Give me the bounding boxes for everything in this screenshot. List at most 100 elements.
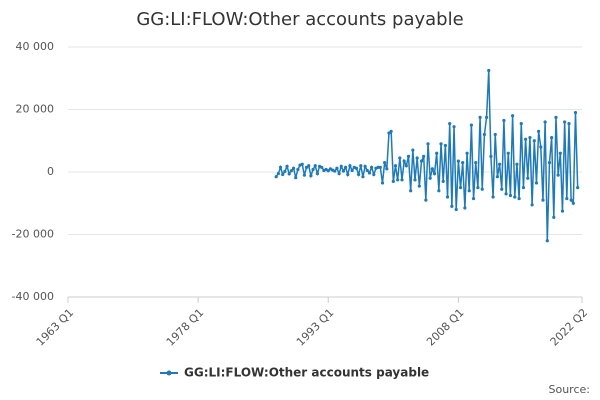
point	[274, 175, 278, 179]
point	[489, 154, 493, 158]
point	[357, 172, 361, 177]
point	[287, 172, 291, 176]
point	[534, 181, 539, 185]
point	[417, 184, 421, 188]
point	[528, 136, 532, 140]
x-tick-label: 1963 Q1	[34, 306, 77, 349]
point	[389, 129, 393, 133]
point	[396, 178, 400, 182]
point	[359, 164, 363, 168]
point	[411, 148, 415, 152]
legend-marker	[166, 370, 172, 376]
source: Source:	[549, 383, 591, 396]
point	[339, 164, 343, 168]
point	[573, 111, 578, 115]
point	[365, 168, 369, 173]
point	[430, 167, 434, 171]
point	[476, 186, 480, 190]
point	[565, 196, 569, 201]
point	[372, 172, 376, 177]
point	[452, 125, 456, 129]
point	[432, 171, 437, 176]
point	[400, 178, 404, 182]
point	[370, 165, 374, 169]
point	[437, 189, 441, 193]
point	[404, 164, 408, 168]
point	[335, 166, 339, 170]
point	[448, 121, 452, 126]
chart-title: GG:LI:FLOW:Other accounts payable	[136, 9, 463, 30]
point	[439, 142, 443, 146]
point	[326, 169, 330, 173]
point	[378, 165, 382, 169]
point	[519, 121, 523, 126]
point	[402, 159, 406, 163]
point	[296, 167, 300, 172]
point	[539, 145, 543, 149]
point	[567, 121, 571, 126]
y-tick-label: 0	[47, 165, 54, 178]
point	[398, 156, 402, 160]
point	[493, 132, 497, 137]
point	[419, 159, 424, 163]
point	[524, 137, 528, 141]
point	[510, 114, 515, 118]
point	[461, 161, 465, 165]
point	[571, 201, 575, 205]
point	[337, 171, 341, 176]
x-tick-label: 2022 Q2	[548, 306, 591, 349]
series-line	[275, 70, 579, 241]
point	[415, 156, 419, 160]
point	[463, 206, 467, 210]
point	[289, 169, 293, 173]
point	[291, 166, 296, 170]
point	[278, 165, 283, 169]
point	[478, 115, 482, 119]
point	[426, 142, 430, 146]
point	[393, 164, 398, 168]
point	[556, 173, 560, 177]
point	[354, 166, 359, 170]
point	[383, 161, 387, 165]
point	[467, 189, 471, 193]
point	[406, 154, 411, 158]
point	[441, 179, 445, 183]
point	[508, 193, 513, 198]
point	[454, 207, 458, 212]
y-tick-label: -20 000	[12, 228, 54, 241]
point	[543, 120, 547, 124]
point	[456, 159, 460, 163]
point	[469, 123, 473, 127]
point	[307, 164, 311, 168]
point	[491, 195, 495, 199]
point	[569, 198, 573, 202]
point	[560, 209, 565, 213]
point	[367, 171, 372, 175]
point	[413, 178, 417, 182]
point	[333, 169, 337, 173]
point	[450, 204, 454, 208]
point	[497, 162, 502, 166]
point	[276, 171, 280, 176]
point	[445, 195, 450, 199]
point	[300, 162, 304, 166]
point	[547, 161, 552, 165]
point	[465, 151, 469, 155]
point	[487, 68, 491, 73]
point	[344, 165, 348, 169]
point	[346, 172, 350, 177]
point	[283, 169, 287, 173]
point	[480, 187, 484, 191]
point	[576, 186, 580, 190]
point	[348, 164, 352, 168]
point	[474, 161, 478, 165]
point	[526, 176, 530, 180]
point	[554, 115, 558, 119]
x-tick-label: 2008 Q1	[424, 306, 467, 349]
y-tick-label: 20 000	[16, 103, 55, 116]
point	[350, 168, 354, 173]
point	[471, 196, 476, 201]
point	[550, 136, 554, 140]
point	[502, 118, 506, 123]
point	[285, 164, 289, 168]
